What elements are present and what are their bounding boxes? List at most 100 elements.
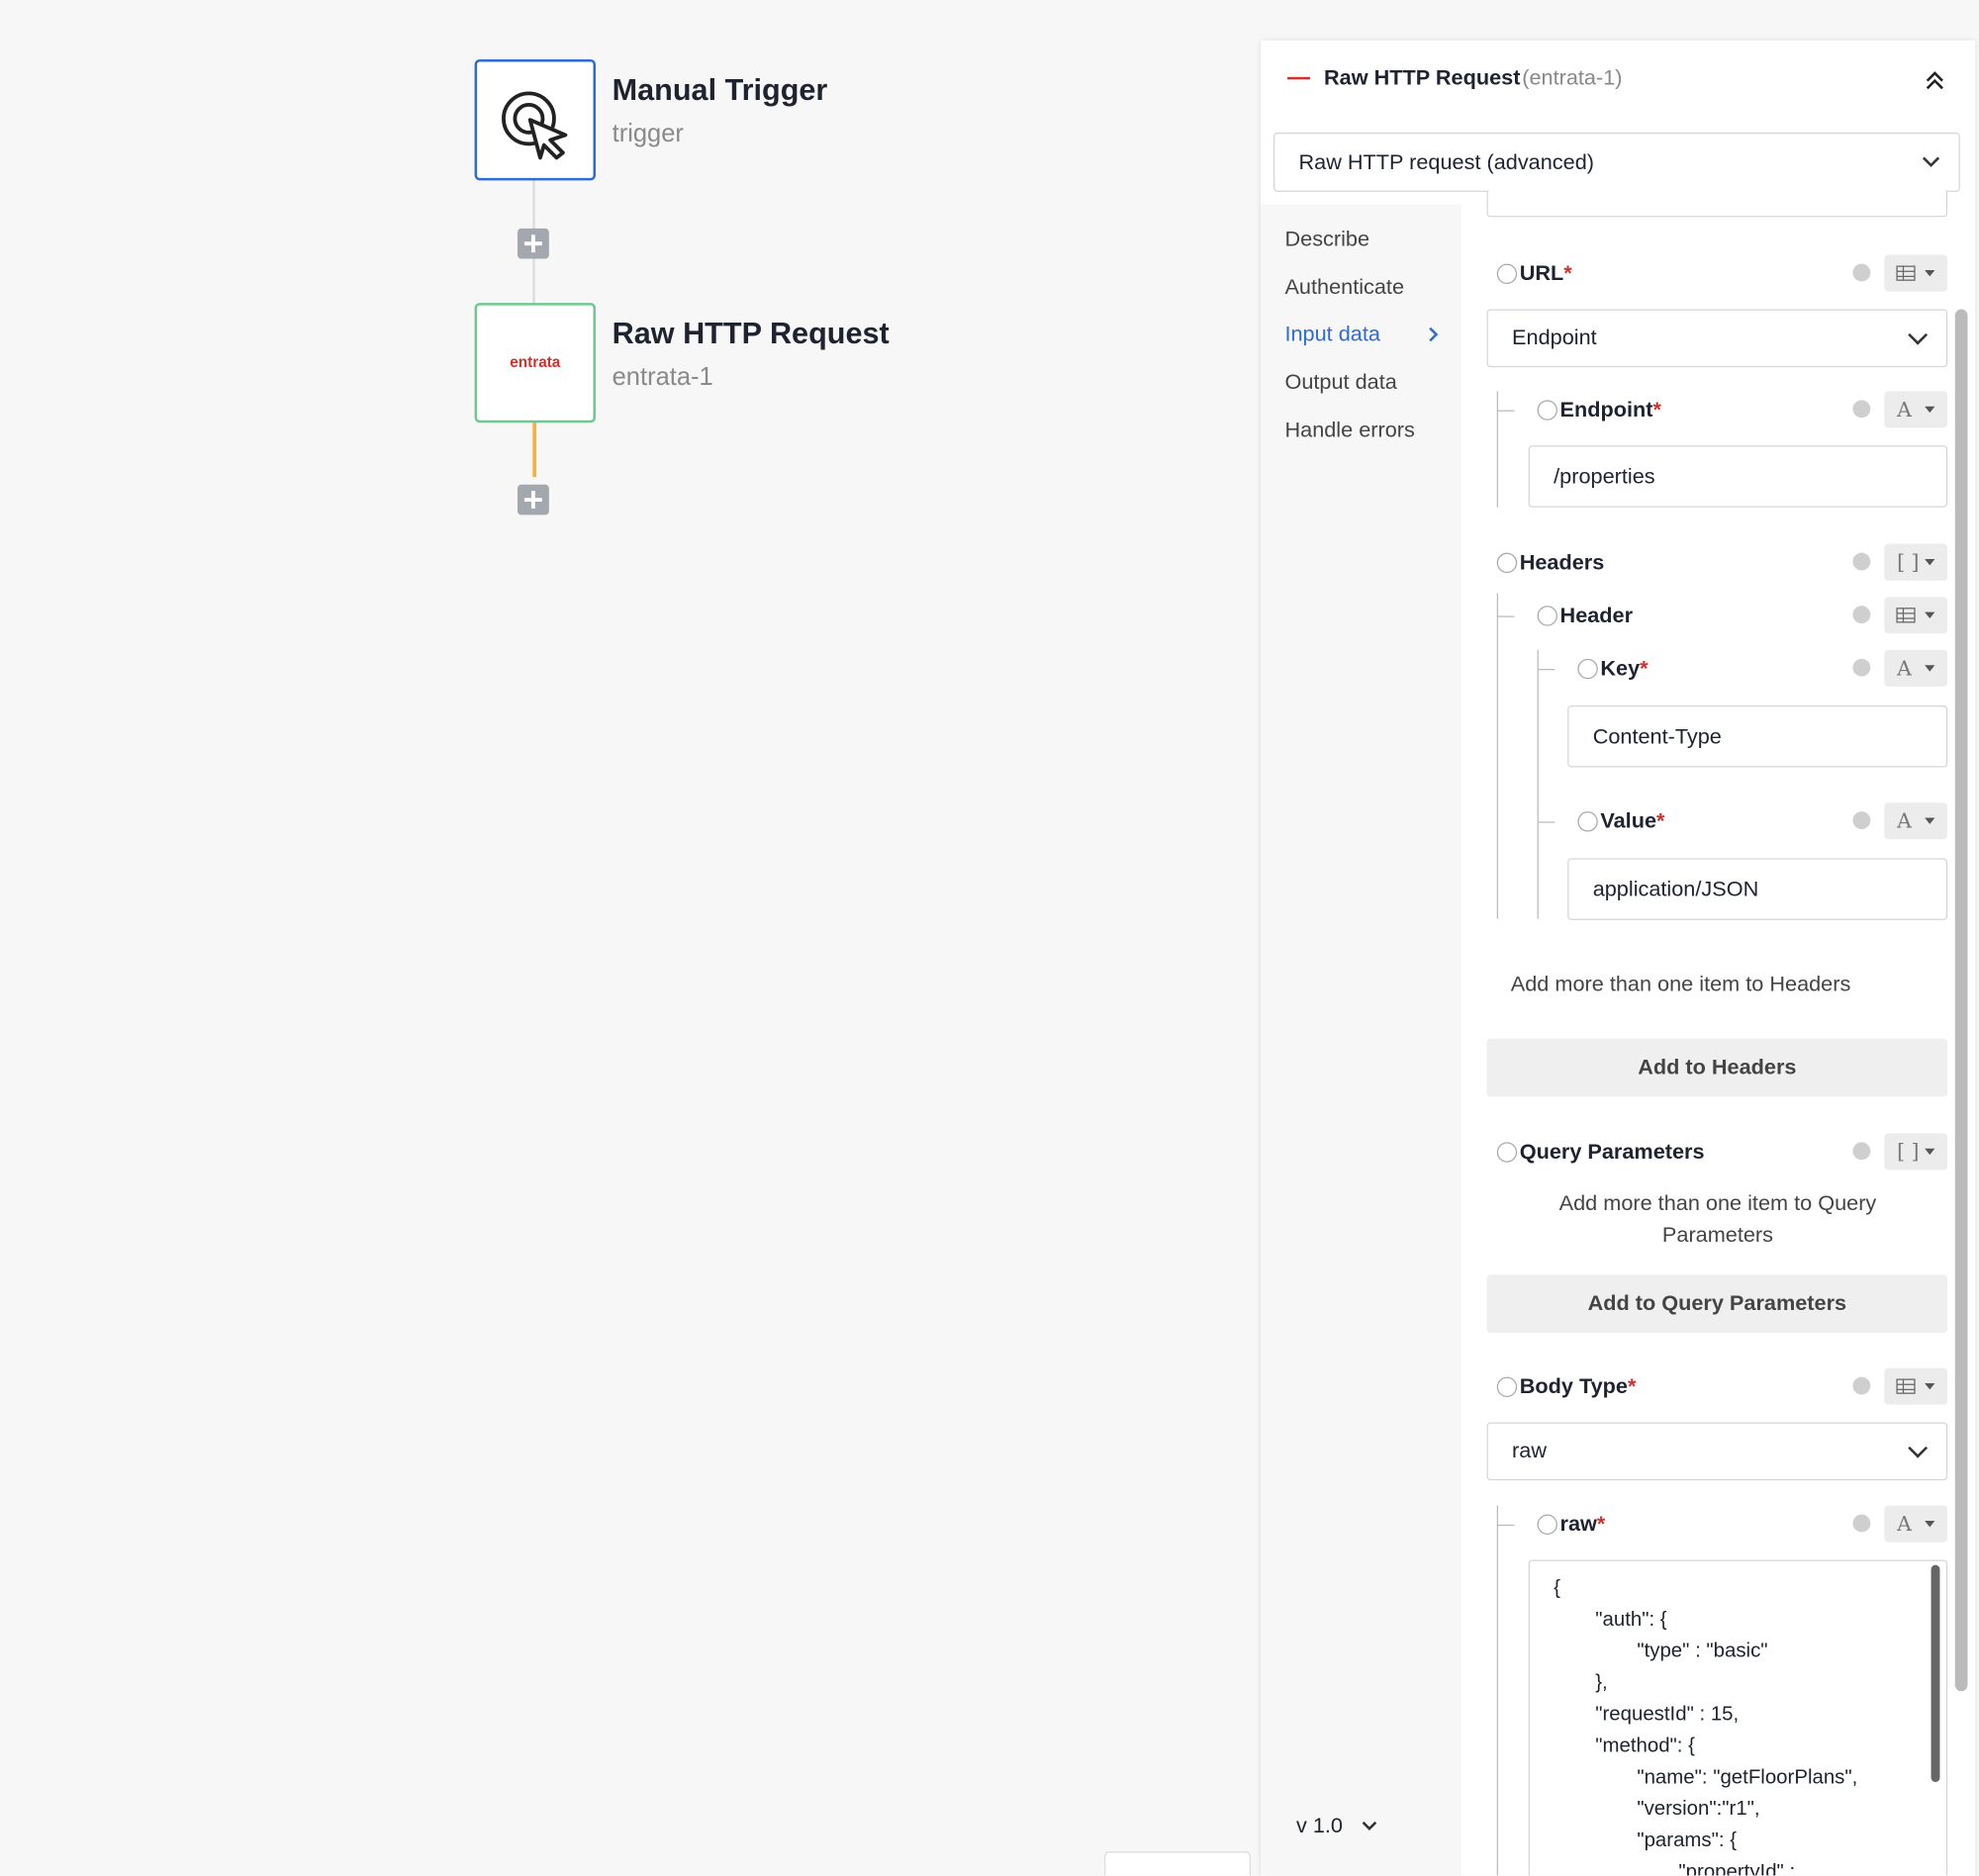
help-icon[interactable] [1852, 606, 1871, 624]
radio[interactable] [1537, 606, 1557, 626]
field-label: Endpoint [1559, 397, 1653, 422]
radio[interactable] [1537, 1514, 1557, 1536]
node-subtitle: trigger [612, 120, 684, 148]
required-mark: * [1652, 397, 1661, 422]
radio[interactable] [1496, 552, 1518, 574]
trigger-node[interactable] [474, 58, 597, 181]
code-line: "requestId" : 15, [1595, 1703, 1740, 1726]
type-button[interactable] [1884, 254, 1948, 292]
code-line: { [1554, 1577, 1560, 1600]
required-mark: * [1656, 808, 1665, 833]
type-button[interactable]: A [1884, 391, 1948, 428]
radio[interactable] [1577, 811, 1598, 832]
field-label: Value [1600, 808, 1657, 833]
type-button[interactable]: [ ] [1884, 1133, 1948, 1171]
code-line: "version":"r1", [1637, 1798, 1760, 1821]
chevron [1362, 1821, 1377, 1831]
field-label: raw [1559, 1512, 1597, 1537]
radio[interactable] [1496, 1376, 1518, 1397]
required-mark: * [1563, 261, 1572, 286]
version[interactable]: v 1.0 [1295, 1813, 1343, 1838]
type-button[interactable]: A [1884, 649, 1948, 687]
field-label: Key* [1600, 654, 1648, 685]
help-icon[interactable] [1852, 811, 1871, 830]
help-icon[interactable] [1852, 263, 1871, 282]
panel-title: Raw HTTP Request [1324, 65, 1521, 90]
field-label: Body Type* [1520, 1371, 1637, 1402]
help-icon[interactable] [1852, 1514, 1871, 1533]
required-mark: * [1640, 656, 1649, 681]
tree-line [1496, 1524, 1515, 1527]
chevron [1922, 156, 1940, 167]
cursor-icon [502, 91, 568, 160]
radio[interactable] [1496, 263, 1518, 284]
table-icon [1896, 1378, 1916, 1394]
nav-item[interactable]: Describe [1284, 227, 1370, 251]
select[interactable]: Endpoint [1486, 309, 1948, 368]
entrata-node[interactable]: entrata [474, 303, 597, 423]
radio[interactable] [1496, 1142, 1518, 1163]
code-line: "auth": { [1595, 1609, 1667, 1631]
code-line: "type" : "basic" [1637, 1641, 1768, 1662]
add-button[interactable]: Add to Query Parameters [1486, 1274, 1948, 1333]
node-subtitle: entrata-1 [612, 363, 713, 392]
field-label: URL* [1520, 258, 1572, 289]
hint: Add more than one item to Query Paramete… [1558, 1191, 1877, 1248]
field-top [1486, 189, 1948, 218]
radio[interactable] [1577, 658, 1598, 680]
help-icon[interactable] [1852, 658, 1871, 677]
zoom-controls[interactable] [1104, 1851, 1252, 1876]
tree-line [1496, 410, 1515, 412]
required-mark: * [1627, 1374, 1637, 1399]
text-input[interactable]: /properties [1528, 445, 1948, 508]
code-line: "method": { [1595, 1735, 1695, 1757]
select[interactable]: raw [1486, 1422, 1948, 1481]
field-label: Query Parameters [1519, 1139, 1705, 1165]
field-label: Query Parameters [1520, 1137, 1705, 1168]
action-select[interactable]: Raw HTTP request (advanced) [1272, 132, 1960, 192]
scrollbar[interactable] [1954, 309, 1968, 1692]
code-editor[interactable] [1528, 1559, 1948, 1876]
nav-item-active[interactable]: Input data [1284, 322, 1380, 346]
type-button[interactable] [1884, 1367, 1948, 1405]
collapse[interactable] [1924, 68, 1946, 91]
help-icon[interactable] [1852, 552, 1871, 571]
required-mark: * [1596, 1512, 1606, 1537]
code-scrollbar[interactable] [1931, 1564, 1940, 1783]
field-label: Endpoint* [1560, 395, 1661, 425]
field-label: Header [1560, 601, 1634, 631]
field-label: Body Type [1519, 1374, 1628, 1399]
connector [532, 422, 537, 478]
type-button[interactable]: [ ] [1884, 543, 1948, 581]
text-input[interactable]: application/JSON [1567, 858, 1948, 920]
add-button[interactable]: Add to Headers [1486, 1038, 1948, 1097]
type-button[interactable]: A [1884, 1505, 1948, 1543]
tree-line [1537, 649, 1539, 919]
type-button[interactable]: A [1884, 802, 1948, 840]
field-label: URL [1519, 261, 1564, 286]
field-label: Key [1600, 656, 1641, 681]
add-step[interactable] [517, 484, 549, 516]
text-input[interactable]: Content-Type [1567, 705, 1948, 768]
type-button[interactable] [1884, 597, 1948, 634]
field-label: raw* [1560, 1510, 1606, 1541]
help-icon[interactable] [1852, 1142, 1871, 1161]
field-label: Headers [1520, 548, 1605, 579]
add-step[interactable] [517, 228, 549, 259]
field-label: Value* [1600, 806, 1664, 837]
tree-line [1496, 1505, 1499, 1876]
help-icon[interactable] [1852, 1376, 1871, 1395]
nav-item[interactable]: Output data [1284, 369, 1397, 394]
panel-logo [1287, 76, 1310, 80]
nav-item[interactable]: Authenticate [1284, 275, 1405, 300]
nav-item[interactable]: Handle errors [1284, 418, 1415, 442]
help-icon[interactable] [1852, 400, 1871, 419]
code-line: "propertyId" : [1678, 1861, 1796, 1876]
panel-subtitle: (entrata-1) [1522, 65, 1623, 90]
code-line: "name": "getFloorPlans", [1637, 1766, 1858, 1789]
radio[interactable] [1537, 400, 1557, 421]
select-value: Raw HTTP request (advanced) [1298, 149, 1594, 175]
node-title: Raw HTTP Request [612, 317, 890, 351]
